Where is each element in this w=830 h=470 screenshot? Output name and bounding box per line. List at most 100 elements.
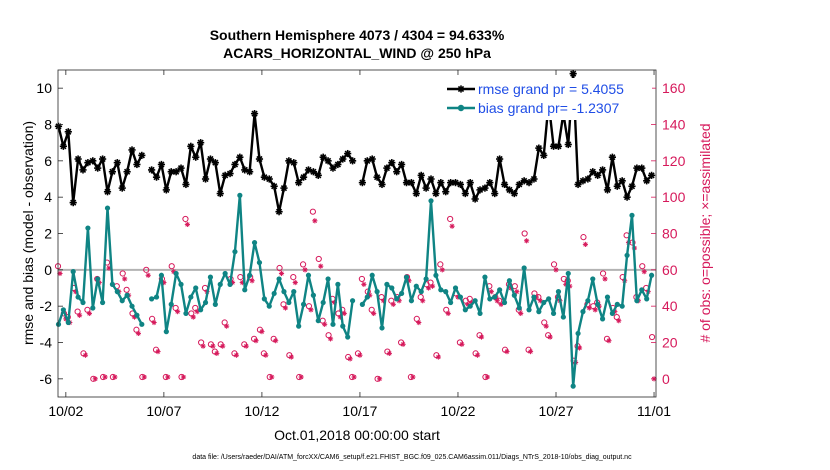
obs-possible-point xyxy=(260,350,267,357)
rmse-point xyxy=(74,155,82,163)
obs-assimilated-point xyxy=(220,343,226,349)
obs-possible-point xyxy=(580,234,587,241)
obs-assimilated-point xyxy=(263,352,269,358)
obs-possible-point xyxy=(456,339,464,346)
bias-point xyxy=(296,323,302,329)
rmse-point xyxy=(525,179,533,187)
obs-assimilated-point xyxy=(302,267,308,273)
x-axis-label: Oct.01,2018 00:00:00 start xyxy=(274,427,440,443)
rmse-point xyxy=(148,166,156,174)
rmse-point xyxy=(412,189,420,198)
obs-possible-point xyxy=(613,313,620,321)
left-tick-label: 2 xyxy=(44,226,52,242)
bias-point xyxy=(438,287,444,293)
obs-assimilated-point xyxy=(386,350,392,356)
rmse-point xyxy=(309,168,317,176)
obs-possible-point xyxy=(133,326,140,333)
bias-point xyxy=(575,330,581,337)
bias-point xyxy=(379,325,385,331)
obs-assimilated-point xyxy=(527,348,534,355)
obs-assimilated-point xyxy=(327,336,334,342)
obs-possible-point xyxy=(648,333,656,341)
rmse-point xyxy=(500,180,509,189)
bias-point xyxy=(104,205,111,211)
obs-assimilated-point xyxy=(200,343,206,349)
right-tick-label: 0 xyxy=(662,371,670,387)
obs-assimilated-point xyxy=(376,376,383,382)
right-axis-ticks: 0 20 40 60 80 100 120 140 160 xyxy=(651,80,686,387)
right-tick-label: 100 xyxy=(662,189,686,205)
obs-possible-point xyxy=(447,215,454,223)
bias-point xyxy=(389,285,395,291)
rmse-point xyxy=(368,155,376,163)
rmse-point xyxy=(407,179,416,187)
obs-assimilated-point xyxy=(582,241,589,247)
obs-assimilated-point xyxy=(410,374,416,380)
obs-assimilated-point xyxy=(416,319,422,326)
bias-point xyxy=(546,296,552,302)
rmse-point xyxy=(89,157,97,165)
left-tick-label: 6 xyxy=(44,153,52,169)
rmse-point xyxy=(157,160,166,169)
rmse-point xyxy=(623,193,631,201)
bias-point xyxy=(80,299,86,306)
bias-point xyxy=(237,192,243,198)
bias-point xyxy=(462,307,468,313)
obs-assimilated-point xyxy=(269,374,275,380)
bias-point xyxy=(261,296,267,302)
bias-point xyxy=(472,298,478,304)
rmse-point xyxy=(398,160,406,169)
bias-point xyxy=(70,269,76,275)
obs-assimilated-point xyxy=(425,285,432,291)
obs-possible-point xyxy=(241,341,248,348)
obs-layer xyxy=(54,208,657,382)
obs-assimilated-point xyxy=(351,374,357,380)
rmse-point xyxy=(236,153,244,161)
bias-point xyxy=(222,270,228,277)
rmse-point xyxy=(167,168,175,176)
bias-point xyxy=(639,287,645,293)
bias-point xyxy=(207,274,214,280)
left-tick-label: 4 xyxy=(44,189,52,205)
legend-rmse-marker xyxy=(457,85,465,93)
rmse-point xyxy=(393,168,401,176)
bias-point xyxy=(487,296,493,302)
obs-assimilated-point xyxy=(523,238,530,244)
bias-point xyxy=(242,287,248,293)
rmse-point xyxy=(246,168,254,176)
bias-point xyxy=(477,310,483,317)
left-tick-label: -4 xyxy=(40,335,53,351)
rmse-point xyxy=(496,155,504,163)
rmse-point xyxy=(108,168,117,176)
right-tick-label: 60 xyxy=(662,262,678,278)
obs-assimilated-point xyxy=(233,352,240,358)
bias-point xyxy=(580,309,586,315)
bias-point xyxy=(526,307,532,313)
rmse-point xyxy=(456,180,465,189)
bias-point xyxy=(609,310,615,317)
obs-possible-point xyxy=(192,304,199,312)
bias-point xyxy=(604,294,611,300)
obs-assimilated-point xyxy=(184,221,191,228)
rmse-point xyxy=(432,189,440,198)
rmse-point xyxy=(206,155,215,163)
bias-point xyxy=(443,289,449,295)
rmse-point xyxy=(515,180,523,189)
obs-possible-point xyxy=(315,255,322,263)
bias-point xyxy=(188,294,194,300)
x-tick-label: 10/07 xyxy=(146,403,181,419)
rmse-point xyxy=(422,184,430,192)
rmse-point xyxy=(554,142,563,150)
x-tick-label: 10/02 xyxy=(48,403,83,419)
bias-point xyxy=(619,303,625,309)
obs-possible-point xyxy=(466,295,473,302)
rmse-point xyxy=(69,199,77,207)
bias-point xyxy=(492,294,498,300)
bias-point xyxy=(418,289,424,295)
rmse-point xyxy=(255,155,264,163)
obs-possible-point xyxy=(152,346,160,353)
bias-point xyxy=(198,307,204,313)
rmse-point xyxy=(628,182,636,190)
obs-assimilated-point xyxy=(341,310,347,317)
bias-point xyxy=(114,289,120,295)
